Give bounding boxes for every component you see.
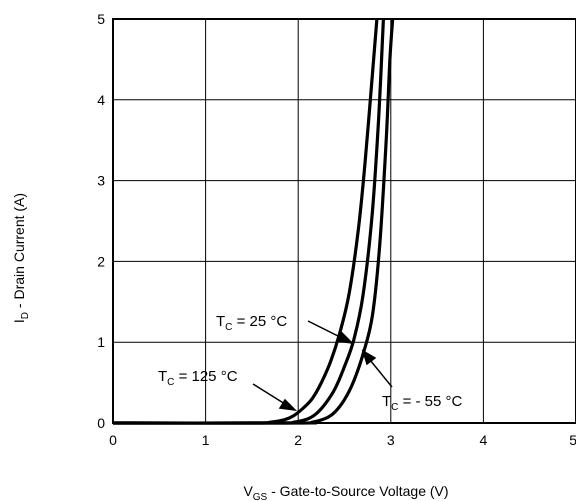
x-tick-label: 1	[202, 432, 210, 448]
x-tick-label: 5	[569, 432, 576, 448]
x-axis-label: VGS - Gate-to-Source Voltage (V)	[243, 483, 448, 501]
x-tick-label: 2	[294, 432, 302, 448]
x-axis-label-subscript: GS	[253, 492, 268, 501]
series-tc-125	[112, 18, 379, 425]
annotation-tc-125: TC = 125 °C	[158, 368, 238, 388]
annotation-tc-25-subscript: C	[225, 322, 232, 333]
x-tick-label: 3	[387, 432, 395, 448]
y-axis-label: ID - Drain Current (A)	[11, 193, 31, 323]
y-axis-label-text: - Drain Current (A)	[11, 193, 27, 312]
y-axis-label-symbol: I	[11, 319, 27, 323]
x-tick-label: 0	[109, 432, 117, 448]
arrow-tc-125	[252, 383, 286, 405]
x-tick-label: 4	[480, 432, 488, 448]
annotation-tc-125-subscript: C	[167, 377, 174, 388]
y-tick-label: 1	[97, 334, 105, 350]
annotation-tc-minus-55-subscript: C	[391, 402, 398, 413]
plot-frame	[112, 18, 576, 424]
annotation-tc-25-text: = 25 °C	[232, 313, 287, 330]
y-tick-label: 5	[97, 11, 105, 27]
annotation-tc-minus-55-symbol: T	[382, 393, 391, 410]
annotation-tc-125-text: = 125 °C	[174, 368, 237, 385]
arrow-tc-minus-55	[369, 359, 393, 388]
series-tc-25	[112, 18, 385, 425]
y-axis-label-subscript: D	[20, 312, 31, 319]
x-axis-label-symbol: V	[243, 483, 253, 499]
y-tick-label: 4	[97, 92, 105, 108]
y-tick-labels: 0 1 2 3 4 5	[97, 11, 105, 431]
arrowhead-tc-minus-55	[361, 349, 377, 366]
y-tick-label: 3	[97, 173, 105, 189]
arrowhead-tc-125	[278, 398, 298, 412]
annotation-tc-125-symbol: T	[158, 368, 167, 385]
series-tc-minus-55	[112, 18, 395, 425]
arrow-tc-25	[307, 320, 343, 339]
arrowhead-tc-25	[335, 331, 355, 345]
annotation-tc-minus-55-text: = - 55 °C	[398, 393, 462, 410]
annotation-tc-25: TC = 25 °C	[216, 313, 287, 333]
y-tick-label: 2	[97, 253, 105, 269]
annotation-tc-25-symbol: T	[216, 313, 225, 330]
series-curves	[112, 18, 395, 425]
y-tick-label: 0	[97, 415, 105, 431]
annotation-arrows	[252, 320, 393, 412]
x-tick-labels: 0 1 2 3 4 5	[109, 432, 576, 448]
x-axis-label-text: - Gate-to-Source Voltage (V)	[267, 483, 448, 499]
annotation-tc-minus-55: TC = - 55 °C	[382, 393, 463, 413]
